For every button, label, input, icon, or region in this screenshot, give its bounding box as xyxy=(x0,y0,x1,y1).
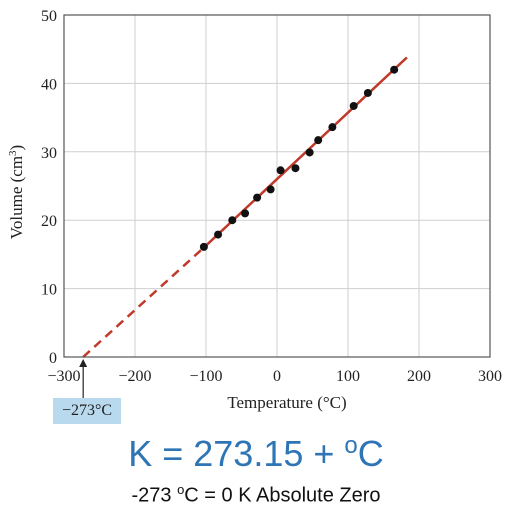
x-tick-label: 0 xyxy=(273,368,281,385)
data-point xyxy=(241,209,250,218)
y-axis-title-sup: 3 xyxy=(7,150,19,156)
data-points xyxy=(199,65,399,251)
extrapolation-line xyxy=(82,246,205,358)
data-point xyxy=(199,242,208,251)
y-tick-label: 0 xyxy=(49,350,57,367)
x-tick-label: −100 xyxy=(189,368,222,385)
kelvin-formula: K = 273.15 + oC xyxy=(0,432,512,475)
data-point xyxy=(328,123,337,132)
data-point xyxy=(276,166,285,175)
x-tick-label: 200 xyxy=(407,368,431,385)
fit-segment xyxy=(203,56,408,249)
y-tick-label: 30 xyxy=(41,145,57,162)
chart: −300 −200 −100 0 100 200 300 0 10 20 30 40 50 Tempe… xyxy=(7,8,502,412)
data-point xyxy=(349,101,358,110)
fit-line xyxy=(203,56,408,249)
formula-degree: o xyxy=(344,432,358,459)
x-tick-label: −200 xyxy=(118,368,151,385)
y-tick-label: 10 xyxy=(41,282,57,299)
y-axis-title: Volume (cm3) xyxy=(7,145,26,239)
absolute-zero-label: −273°C xyxy=(53,398,121,424)
note-degree: o xyxy=(177,482,185,497)
note-pre: -273 xyxy=(131,484,178,507)
y-tick-label: 20 xyxy=(41,213,57,230)
y-axis-title-main: Volume (cm xyxy=(7,156,26,239)
formula-lhs: K = 273.15 + xyxy=(128,433,345,474)
data-point xyxy=(314,136,323,145)
note-post: C = 0 K Absolute Zero xyxy=(184,484,381,507)
y-tick-labels: 0 10 20 30 40 50 xyxy=(41,8,57,367)
data-point xyxy=(266,185,275,194)
x-tick-labels: −300 −200 −100 0 100 200 300 xyxy=(47,368,502,385)
data-point xyxy=(228,216,237,225)
y-axis-title-end: ) xyxy=(7,145,26,151)
absolute-zero-arrow xyxy=(79,359,88,398)
y-tick-label: 40 xyxy=(41,76,57,93)
grid-lines xyxy=(63,14,491,358)
y-tick-label: 50 xyxy=(41,8,57,25)
x-axis-title: Temperature (°C) xyxy=(227,393,346,412)
absolute-zero-note: -273 oC = 0 K Absolute Zero xyxy=(0,482,512,508)
data-point xyxy=(363,88,372,97)
data-point xyxy=(214,230,223,239)
data-point xyxy=(305,148,314,157)
x-tick-label: 300 xyxy=(478,368,502,385)
data-point xyxy=(390,65,399,74)
extrapolation-segment xyxy=(82,246,205,358)
data-point xyxy=(253,193,262,202)
data-point xyxy=(291,164,300,173)
formula-rhs: C xyxy=(357,433,384,474)
x-tick-label: 100 xyxy=(336,368,360,385)
x-tick-label: −300 xyxy=(47,368,80,385)
arrow-head xyxy=(79,359,88,367)
plot-frame xyxy=(63,14,491,358)
